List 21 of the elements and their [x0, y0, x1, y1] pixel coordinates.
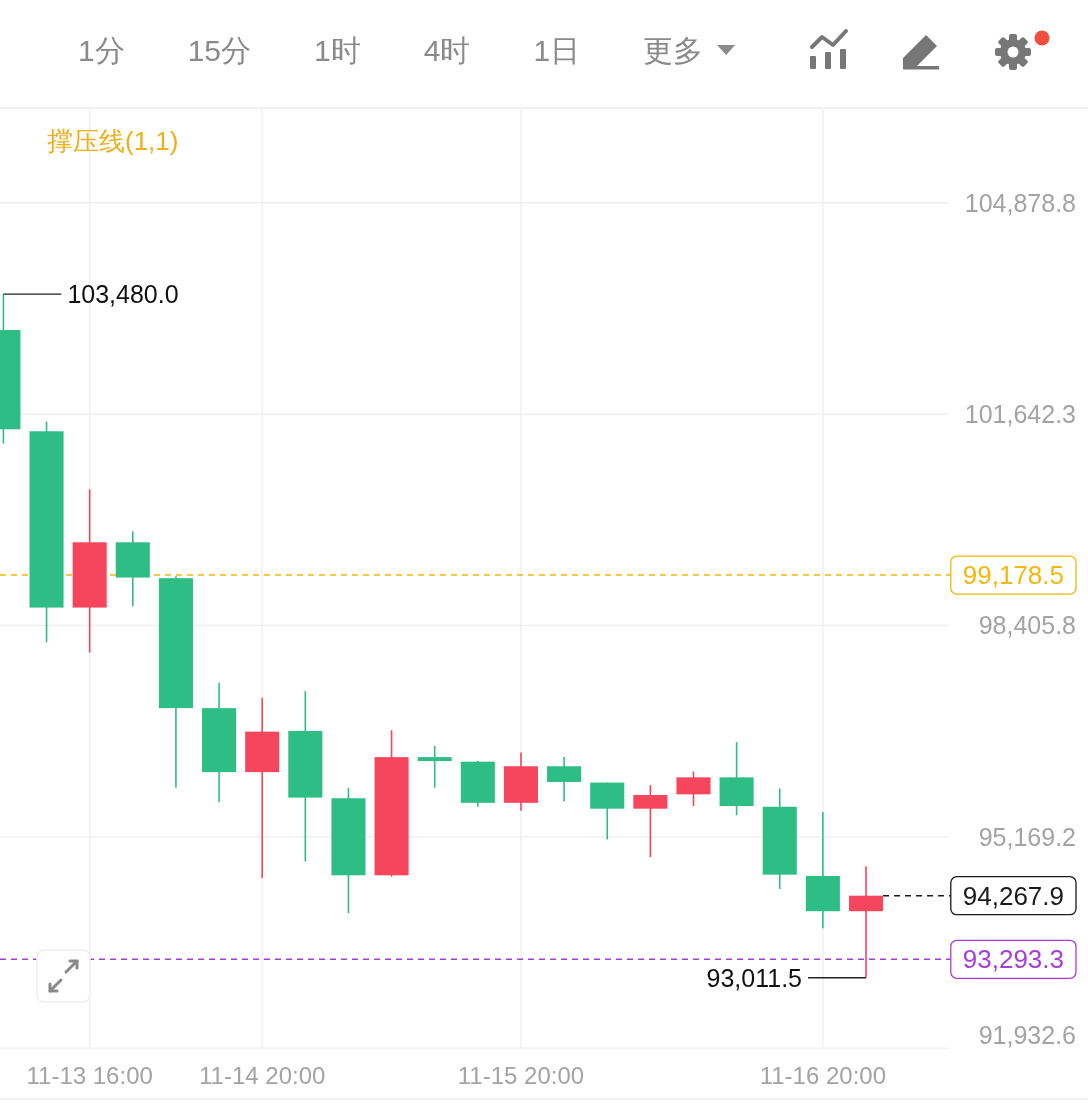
ref-line-label: 99,178.5 [962, 560, 1064, 591]
text: 4时 [423, 33, 471, 67]
y-tick-label: 98,405.8 [978, 611, 1076, 640]
text: 1时 [314, 33, 361, 67]
annotation: 撑压线(1,1) [47, 126, 179, 156]
text: 1日 [533, 33, 581, 67]
y-tick-label: 104,878.8 [964, 188, 1076, 217]
ref-line-label: 94,267.9 [962, 880, 1064, 911]
y-tick-label: 91,932.6 [978, 1021, 1076, 1049]
x-tick-label: 11-15 20:00 [457, 1061, 585, 1089]
x-tick-label: 11-13 16:00 [26, 1061, 153, 1089]
text: 1分 [78, 33, 125, 67]
ref-line: 94,267.9 [882, 876, 1077, 916]
x-tick-label: 11-14 20:00 [199, 1061, 326, 1089]
x-tick-label: 11-16 20:00 [759, 1061, 887, 1089]
y-tick-label: 101,642.3 [964, 400, 1076, 429]
value-label: 103,480.0 [2, 280, 179, 309]
text: 更多 [643, 33, 704, 67]
y-tick-label: 95,169.2 [978, 822, 1076, 851]
text: 15分 [187, 33, 252, 67]
ref-line-label: 93,293.3 [962, 944, 1064, 975]
